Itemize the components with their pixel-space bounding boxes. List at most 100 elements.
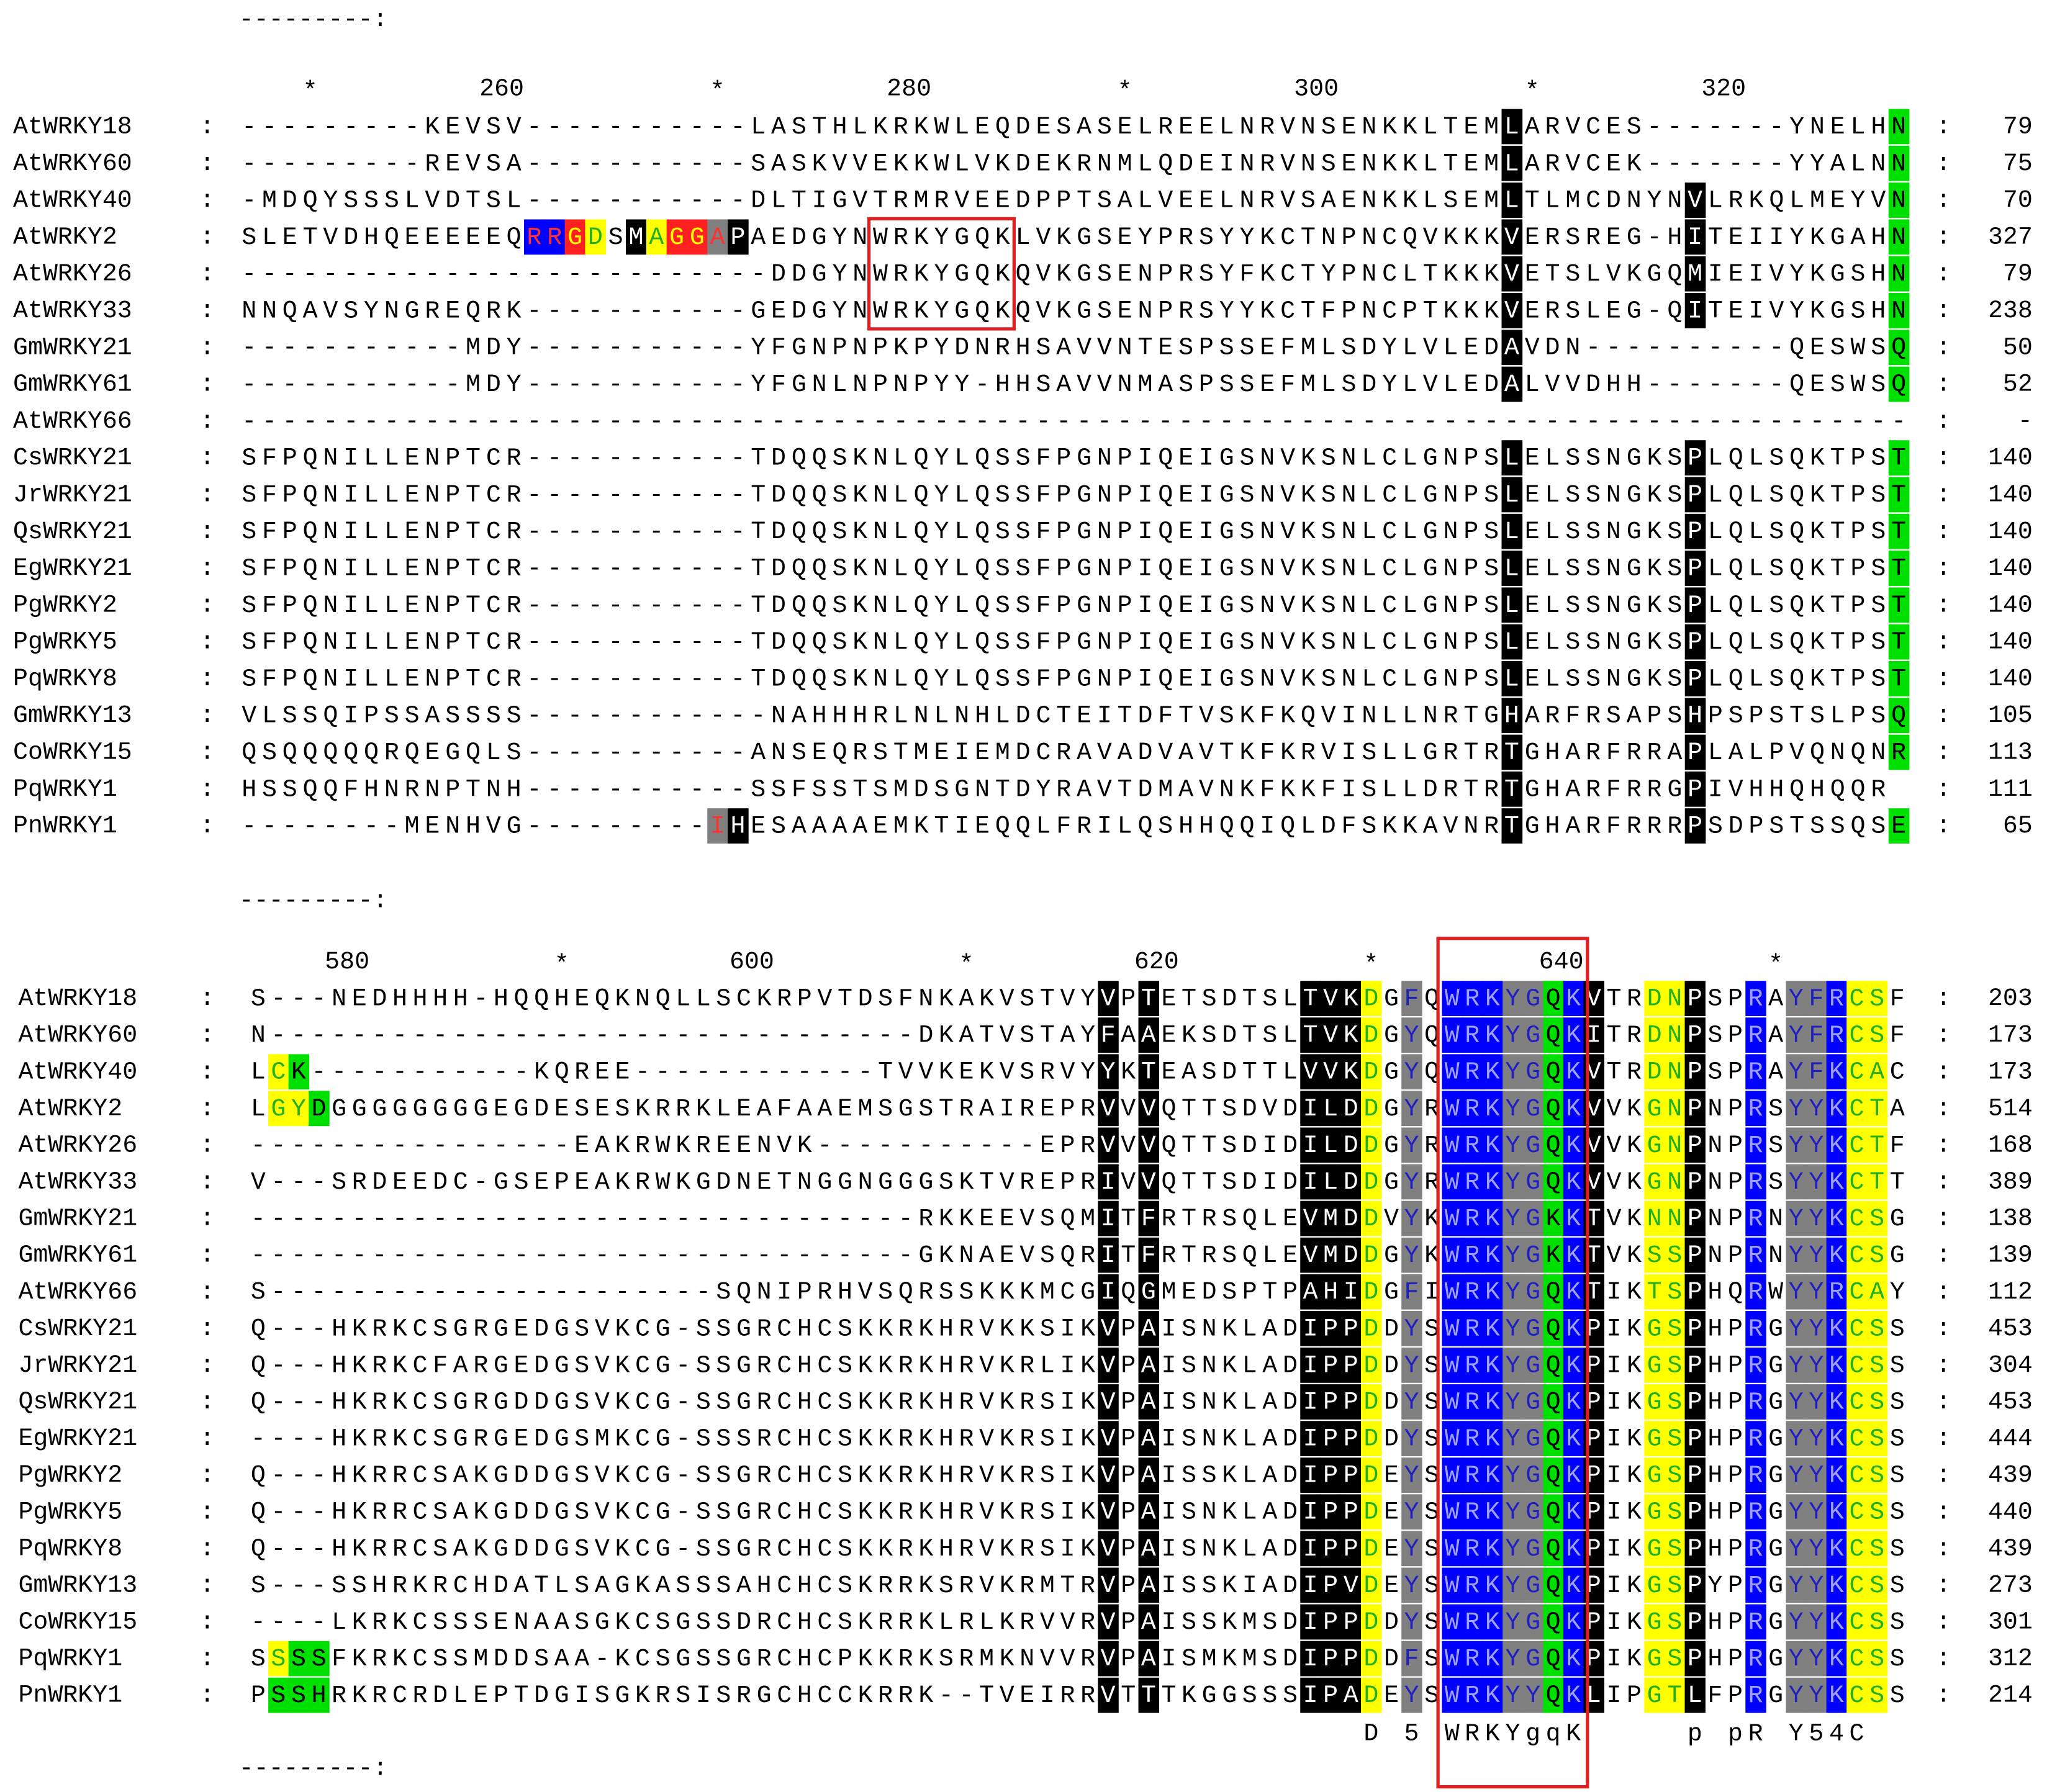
residue-highlight [1340, 1054, 1362, 1090]
residue-count: 140 [1988, 665, 2033, 693]
residue-highlight [1786, 1054, 1807, 1090]
delimiter: : [1936, 1315, 1951, 1343]
residue-highlight [1888, 734, 1910, 770]
residue-count: 65 [2003, 812, 2033, 840]
residue-highlight [1501, 734, 1523, 770]
residue-count: 79 [2003, 113, 2033, 141]
residue-highlight [1684, 293, 1706, 328]
ruler-label: * [1525, 78, 1540, 106]
delimiter: : [200, 628, 215, 656]
residue-highlight [1462, 1164, 1483, 1200]
residue-highlight [1664, 1091, 1686, 1127]
residue-highlight [1543, 1017, 1564, 1053]
delimiter: : [1936, 1388, 1951, 1416]
residue-count: 444 [1988, 1425, 2033, 1452]
residue-count: 238 [1988, 297, 2033, 325]
residue-highlight [1786, 1091, 1807, 1127]
delimiter: : [200, 739, 215, 767]
residue-highlight [1664, 1017, 1686, 1053]
residue-highlight [1340, 1091, 1362, 1127]
delimiter: : [200, 554, 215, 582]
residue-highlight [288, 1091, 310, 1127]
residue-highlight [268, 1091, 289, 1127]
residue-highlight [1866, 1017, 1888, 1053]
residue-count: 453 [1988, 1315, 2033, 1343]
delimiter: : [200, 1425, 215, 1452]
residue-highlight [1866, 1164, 1888, 1200]
delimiter: : [1936, 739, 1951, 767]
residue-highlight [1664, 1127, 1686, 1163]
residue-highlight [1786, 1200, 1807, 1236]
residue-highlight [1501, 440, 1523, 476]
residue-highlight [1745, 1127, 1766, 1163]
residue-highlight [1888, 219, 1910, 255]
residue-highlight [1684, 1017, 1706, 1053]
residue-highlight [1300, 1017, 1321, 1053]
residue-highlight [1138, 1091, 1159, 1127]
residue-highlight [1320, 981, 1342, 1016]
residue-highlight [1888, 587, 1910, 623]
residue-highlight [1888, 661, 1910, 696]
residue-highlight [1361, 1164, 1382, 1200]
ruler-label: * [959, 950, 974, 978]
residue-highlight [1806, 1200, 1827, 1236]
residue-highlight [1866, 1091, 1888, 1127]
residue-highlight [1888, 293, 1910, 328]
residue-highlight [544, 219, 566, 255]
sequence-name: AtWRKY2 [13, 223, 117, 251]
residue-highlight [1786, 1017, 1807, 1053]
residue-highlight [1846, 1017, 1868, 1053]
sequence-name: CoWRKY15 [13, 739, 132, 767]
delimiter: : [200, 1351, 215, 1379]
residue-highlight [1684, 624, 1706, 660]
residue-highlight [1502, 1127, 1524, 1163]
residue-highlight [1888, 698, 1910, 734]
delimiter: : [200, 407, 215, 435]
residue-highlight [1320, 1164, 1342, 1200]
residue-highlight [1745, 1017, 1766, 1053]
residue-highlight [1644, 1091, 1665, 1127]
ruler-label: 580 [325, 948, 369, 976]
residue-highlight [1482, 981, 1504, 1016]
delimiter: : [1936, 1498, 1951, 1526]
delimiter: : [200, 1571, 215, 1599]
residue-highlight [1501, 109, 1523, 145]
residue-highlight [1684, 808, 1706, 844]
residue-highlight [1644, 1127, 1665, 1163]
ruler-label: * [1363, 950, 1378, 978]
residue-highlight [1501, 182, 1523, 218]
residue-highlight [1462, 981, 1483, 1016]
residue-highlight [1482, 1091, 1504, 1127]
residue-highlight [1745, 981, 1766, 1016]
residue-count: 79 [2003, 260, 2033, 288]
delimiter: : [1936, 554, 1951, 582]
residue-highlight [1826, 1091, 1848, 1127]
delimiter: : [200, 1241, 215, 1269]
residue-highlight [1806, 1164, 1827, 1200]
delimiter: : [200, 1205, 215, 1233]
residue-highlight [1888, 624, 1910, 660]
residue-highlight [1462, 1054, 1483, 1090]
sequence-name: AtWRKY2 [18, 1094, 122, 1122]
ruler-label: * [1118, 78, 1132, 106]
sequence-name: PgWRKY5 [18, 1498, 122, 1526]
residue-highlight [1401, 1127, 1422, 1163]
delimiter: : [1936, 1021, 1951, 1049]
residue-highlight [1482, 1054, 1504, 1090]
residue-highlight [1138, 1054, 1159, 1090]
sequence-name: CsWRKY21 [13, 444, 132, 472]
sequence-name: PqWRKY1 [13, 775, 117, 803]
residue-highlight [1543, 1127, 1564, 1163]
residue-highlight [1543, 981, 1564, 1016]
delimiter: : [200, 812, 215, 840]
residue-highlight [1501, 551, 1523, 586]
residue-highlight [1098, 1127, 1119, 1163]
residue-highlight [1684, 256, 1706, 292]
residue-highlight [1786, 1164, 1807, 1200]
delimiter: : [200, 1534, 215, 1562]
highlight-layer [268, 109, 1910, 1713]
residue-highlight [1888, 551, 1910, 586]
residue-highlight [1401, 1164, 1422, 1200]
